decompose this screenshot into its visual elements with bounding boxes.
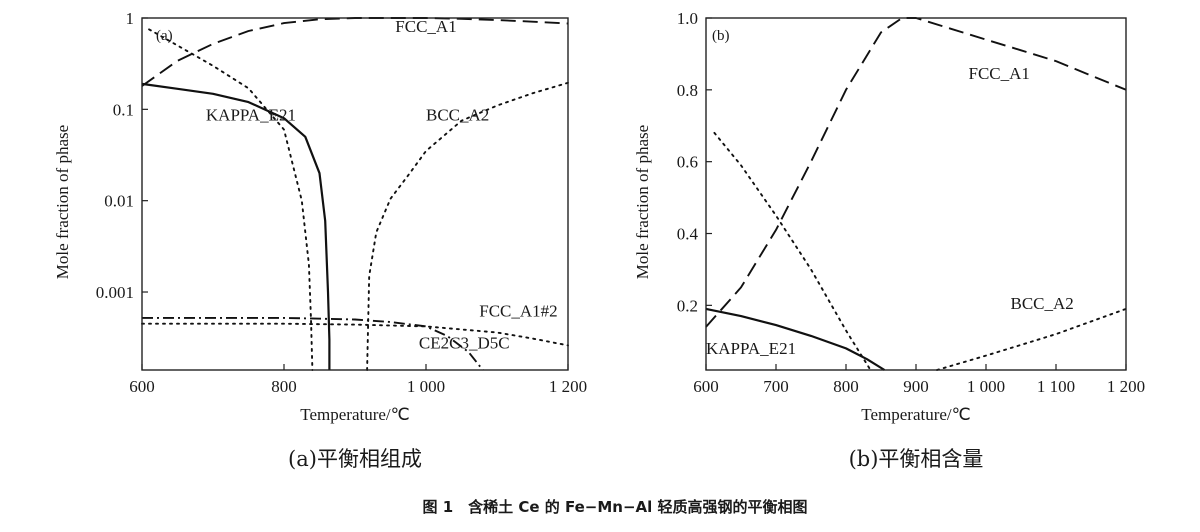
x-tick-label: 800 xyxy=(833,377,859,396)
y-tick-label: 0.001 xyxy=(96,283,134,302)
panel-subcaption: (b)平衡相含量 xyxy=(849,447,984,471)
panel-label: (b) xyxy=(712,28,730,44)
x-tick-label: 900 xyxy=(903,377,929,396)
plot-frame xyxy=(705,17,1127,371)
series-label-fcc-a1-2: FCC_A1#2 xyxy=(479,301,557,320)
series-label-kappa-e21: KAPPA_E21 xyxy=(706,339,796,358)
series-label-bcc-a2: BCC_A2 xyxy=(426,106,489,125)
x-tick-label: 600 xyxy=(129,377,155,396)
y-tick-label: 1.0 xyxy=(677,9,698,28)
y-tick-label: 0.2 xyxy=(677,296,698,315)
panel-subcaption: (a)平衡相组成 xyxy=(288,447,422,471)
series-label-bcc-a2: BCC_A2 xyxy=(1011,294,1074,313)
x-tick-label: 1 000 xyxy=(407,377,445,396)
series-line-unlabeled-3 xyxy=(713,131,872,371)
series-line-fcc-a1 xyxy=(705,17,1127,328)
y-tick-label: 1 xyxy=(126,9,135,28)
plot-frame xyxy=(141,17,569,371)
series-label-fcc-a1: FCC_A1 xyxy=(969,64,1030,83)
chart-panel-b: 600 700 800 900 1 000 1 100 1 200 0.2 0.4 0.6 0.8 1… xyxy=(633,9,1145,471)
y-tick-label: 0.4 xyxy=(677,225,699,244)
series-line-bcc-a2 xyxy=(936,307,1127,371)
series-line-ce2c3-d5c xyxy=(141,322,569,347)
figure-caption: 图 1 含稀土 Ce 的 Fe−Mn−Al 轻质高强钢的平衡相图 xyxy=(422,498,807,516)
y-tick-label: 0.6 xyxy=(677,153,698,172)
series-line-kappa-e21 xyxy=(705,307,886,371)
x-tick-label: 1 200 xyxy=(1107,377,1145,396)
x-axis-title: Temperature/℃ xyxy=(300,405,409,424)
x-tick-label: 600 xyxy=(693,377,719,396)
y-tick-label: 0.1 xyxy=(113,100,134,119)
series-label-ce2c3-d5c: CE2C3_D5C xyxy=(419,334,510,353)
series-line-kappa-e21 xyxy=(141,82,331,370)
x-tick-label: 700 xyxy=(763,377,789,396)
series-line-fcc-a1-2 xyxy=(142,316,484,371)
y-axis-title: Mole fraction of phase xyxy=(53,125,72,279)
series-label-kappa-e21: KAPPA_E21 xyxy=(206,106,296,125)
x-tick-label: 800 xyxy=(271,377,297,396)
y-tick-label: 0.8 xyxy=(677,81,698,100)
y-axis-title: Mole fraction of phase xyxy=(633,125,652,279)
y-tick-label: 0.01 xyxy=(104,192,134,211)
panel-label: (a) xyxy=(156,28,173,44)
series-line-bcc-a2 xyxy=(366,81,569,371)
chart-panel-a: 600 800 1 000 1 200 1 0.1 0.01 0.001 Temperature… xyxy=(53,9,587,471)
x-tick-label: 1 200 xyxy=(549,377,587,396)
x-axis-title: Temperature/℃ xyxy=(861,405,970,424)
x-tick-label: 1 100 xyxy=(1037,377,1075,396)
series-label-fcc-a1: FCC_A1 xyxy=(395,17,456,36)
x-tick-label: 1 000 xyxy=(967,377,1005,396)
series-line-fcc-a1 xyxy=(141,17,569,87)
series-line-unlabeled-3 xyxy=(148,28,314,371)
